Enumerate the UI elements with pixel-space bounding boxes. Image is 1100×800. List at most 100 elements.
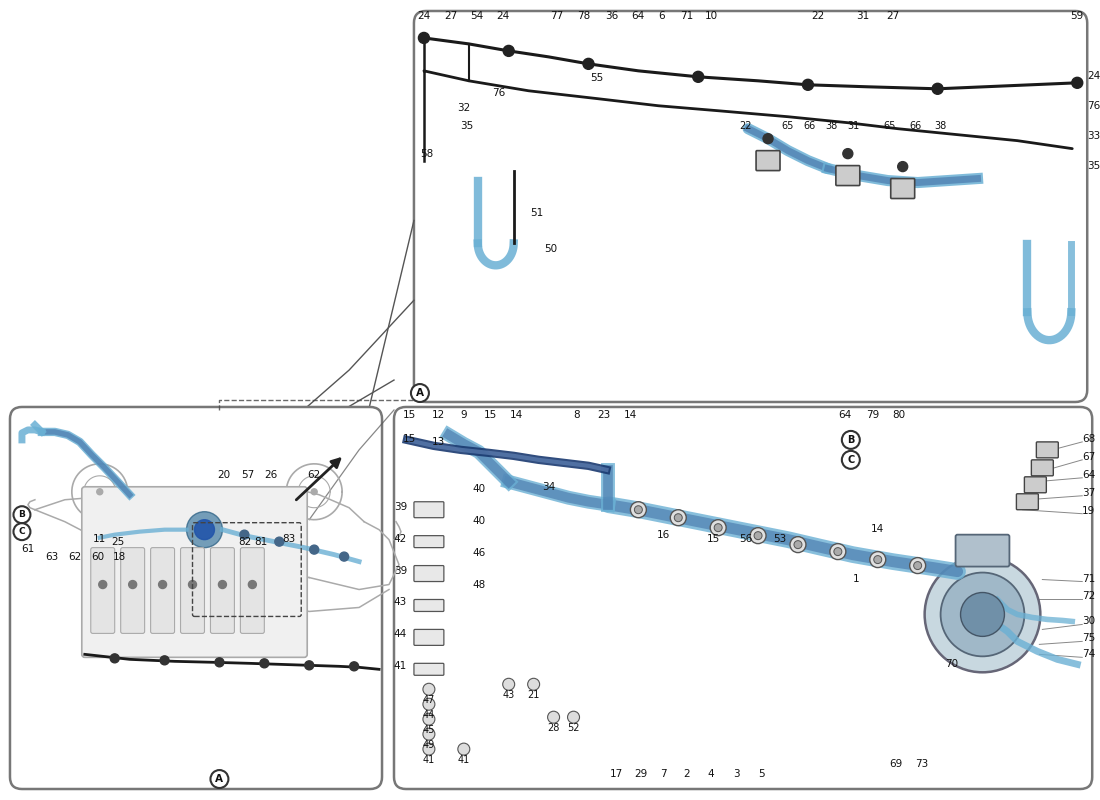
Text: 43: 43 — [503, 690, 515, 700]
Circle shape — [187, 512, 222, 548]
FancyBboxPatch shape — [81, 486, 307, 658]
Text: 48: 48 — [472, 579, 485, 590]
Text: 46: 46 — [472, 548, 485, 558]
Text: B: B — [19, 510, 25, 519]
Text: 34: 34 — [542, 482, 556, 492]
Text: 13: 13 — [432, 437, 446, 447]
Text: 38: 38 — [935, 121, 947, 130]
Circle shape — [829, 544, 846, 559]
Text: 65: 65 — [782, 121, 794, 130]
Text: 42: 42 — [394, 534, 407, 544]
Text: 27: 27 — [444, 11, 458, 21]
Text: 54: 54 — [470, 11, 483, 21]
Circle shape — [630, 502, 647, 518]
Text: 76: 76 — [1087, 101, 1100, 110]
Circle shape — [350, 662, 359, 671]
Text: C: C — [19, 527, 25, 536]
Text: 35: 35 — [1087, 161, 1100, 170]
FancyBboxPatch shape — [956, 534, 1010, 566]
Text: 12: 12 — [432, 410, 446, 420]
Text: 16: 16 — [657, 530, 670, 540]
Text: 29: 29 — [635, 769, 648, 779]
Circle shape — [898, 162, 907, 171]
Text: 77: 77 — [550, 11, 563, 21]
Text: 22: 22 — [812, 11, 825, 21]
Circle shape — [260, 659, 268, 668]
Text: SINCE 1965: SINCE 1965 — [575, 165, 899, 310]
Text: 15: 15 — [484, 410, 497, 420]
Circle shape — [714, 524, 723, 532]
FancyBboxPatch shape — [414, 566, 444, 582]
Text: 24: 24 — [1087, 71, 1100, 81]
Text: 66: 66 — [910, 121, 922, 130]
Text: 78: 78 — [576, 11, 590, 21]
Text: 1: 1 — [852, 574, 859, 583]
Text: 14: 14 — [624, 410, 637, 420]
Text: 79: 79 — [866, 410, 879, 420]
FancyBboxPatch shape — [210, 548, 234, 634]
FancyBboxPatch shape — [414, 11, 1087, 402]
Circle shape — [674, 514, 682, 522]
Text: 28: 28 — [548, 723, 560, 733]
Text: 10: 10 — [705, 11, 717, 21]
Text: 56: 56 — [739, 534, 752, 544]
Text: 11: 11 — [94, 534, 107, 544]
Text: 47: 47 — [422, 695, 436, 706]
FancyBboxPatch shape — [891, 178, 915, 198]
Circle shape — [503, 678, 515, 690]
Text: 32: 32 — [458, 102, 471, 113]
Text: 69: 69 — [889, 759, 902, 769]
Text: 18: 18 — [113, 551, 127, 562]
Circle shape — [240, 530, 249, 539]
Circle shape — [503, 46, 514, 56]
Circle shape — [129, 581, 136, 589]
Text: 76: 76 — [492, 88, 505, 98]
Text: 39: 39 — [394, 566, 407, 575]
Text: 14: 14 — [871, 524, 884, 534]
Circle shape — [635, 506, 642, 514]
Text: 52: 52 — [568, 723, 580, 733]
Text: 21: 21 — [528, 690, 540, 700]
Circle shape — [932, 83, 943, 94]
Text: 49: 49 — [422, 740, 435, 750]
Text: 44: 44 — [394, 630, 407, 639]
Text: a passion for parts: a passion for parts — [562, 549, 840, 647]
Circle shape — [803, 79, 813, 90]
Circle shape — [310, 545, 319, 554]
Text: 59: 59 — [1070, 11, 1084, 21]
FancyBboxPatch shape — [836, 166, 860, 186]
Text: 41: 41 — [394, 662, 407, 671]
Text: 58: 58 — [420, 149, 433, 158]
Text: 35: 35 — [460, 121, 473, 130]
FancyBboxPatch shape — [1032, 460, 1054, 476]
Text: 39: 39 — [394, 502, 407, 512]
Text: 80: 80 — [893, 410, 905, 420]
Text: 73: 73 — [915, 759, 928, 769]
Circle shape — [1071, 78, 1082, 88]
Text: A: A — [216, 774, 223, 784]
Text: 22: 22 — [739, 121, 751, 130]
Circle shape — [873, 556, 882, 563]
Text: 66: 66 — [804, 121, 816, 130]
FancyBboxPatch shape — [394, 407, 1092, 789]
Circle shape — [411, 384, 429, 402]
Text: 31: 31 — [856, 11, 869, 21]
Circle shape — [763, 134, 773, 144]
Circle shape — [422, 728, 435, 740]
Text: B: B — [847, 435, 855, 445]
Text: C: C — [847, 455, 855, 465]
Text: 5: 5 — [758, 769, 764, 779]
Circle shape — [750, 528, 766, 544]
Text: 2: 2 — [683, 769, 690, 779]
Circle shape — [311, 489, 317, 494]
Circle shape — [99, 581, 107, 589]
Circle shape — [528, 678, 540, 690]
FancyBboxPatch shape — [1016, 494, 1038, 510]
Circle shape — [214, 658, 224, 667]
Text: 62: 62 — [68, 551, 81, 562]
Text: 41: 41 — [422, 755, 435, 765]
Text: 41: 41 — [458, 755, 470, 765]
FancyBboxPatch shape — [180, 548, 205, 634]
Circle shape — [870, 552, 886, 567]
Text: 40: 40 — [472, 484, 485, 494]
